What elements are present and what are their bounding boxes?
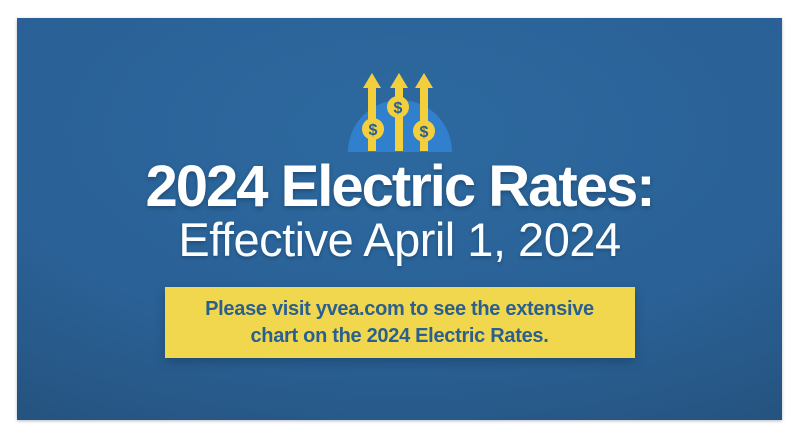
dollar-glyph-middle: $ [394,100,403,117]
page-title: 2024 Electric Rates: [145,154,655,219]
arrow-shaft-right [420,87,428,151]
arrow-head-left [363,73,381,88]
notice-box: Please visit yvea.com to see the extensi… [164,287,635,358]
banner-panel: $ $ $ 2024 Electric Rates: Effective Apr… [17,18,782,420]
dollar-glyph-left: $ [369,122,378,139]
rising-dollar-arrows-icon: $ $ $ [345,62,455,158]
arrow-shaft-middle [395,87,403,151]
page-subtitle: Effective April 1, 2024 [178,213,621,266]
notice-line-2: chart on the 2024 Electric Rates. [250,325,549,347]
coin-left [362,118,384,140]
dollar-coins: $ $ $ [362,96,435,142]
arrow-head-right [415,73,433,88]
coin-middle [387,96,409,118]
notice-line-1: Please visit yvea.com to see the extensi… [205,298,594,320]
arrow-head-middle [390,73,408,88]
coin-right [413,120,435,142]
dollar-glyph-right: $ [420,124,429,141]
